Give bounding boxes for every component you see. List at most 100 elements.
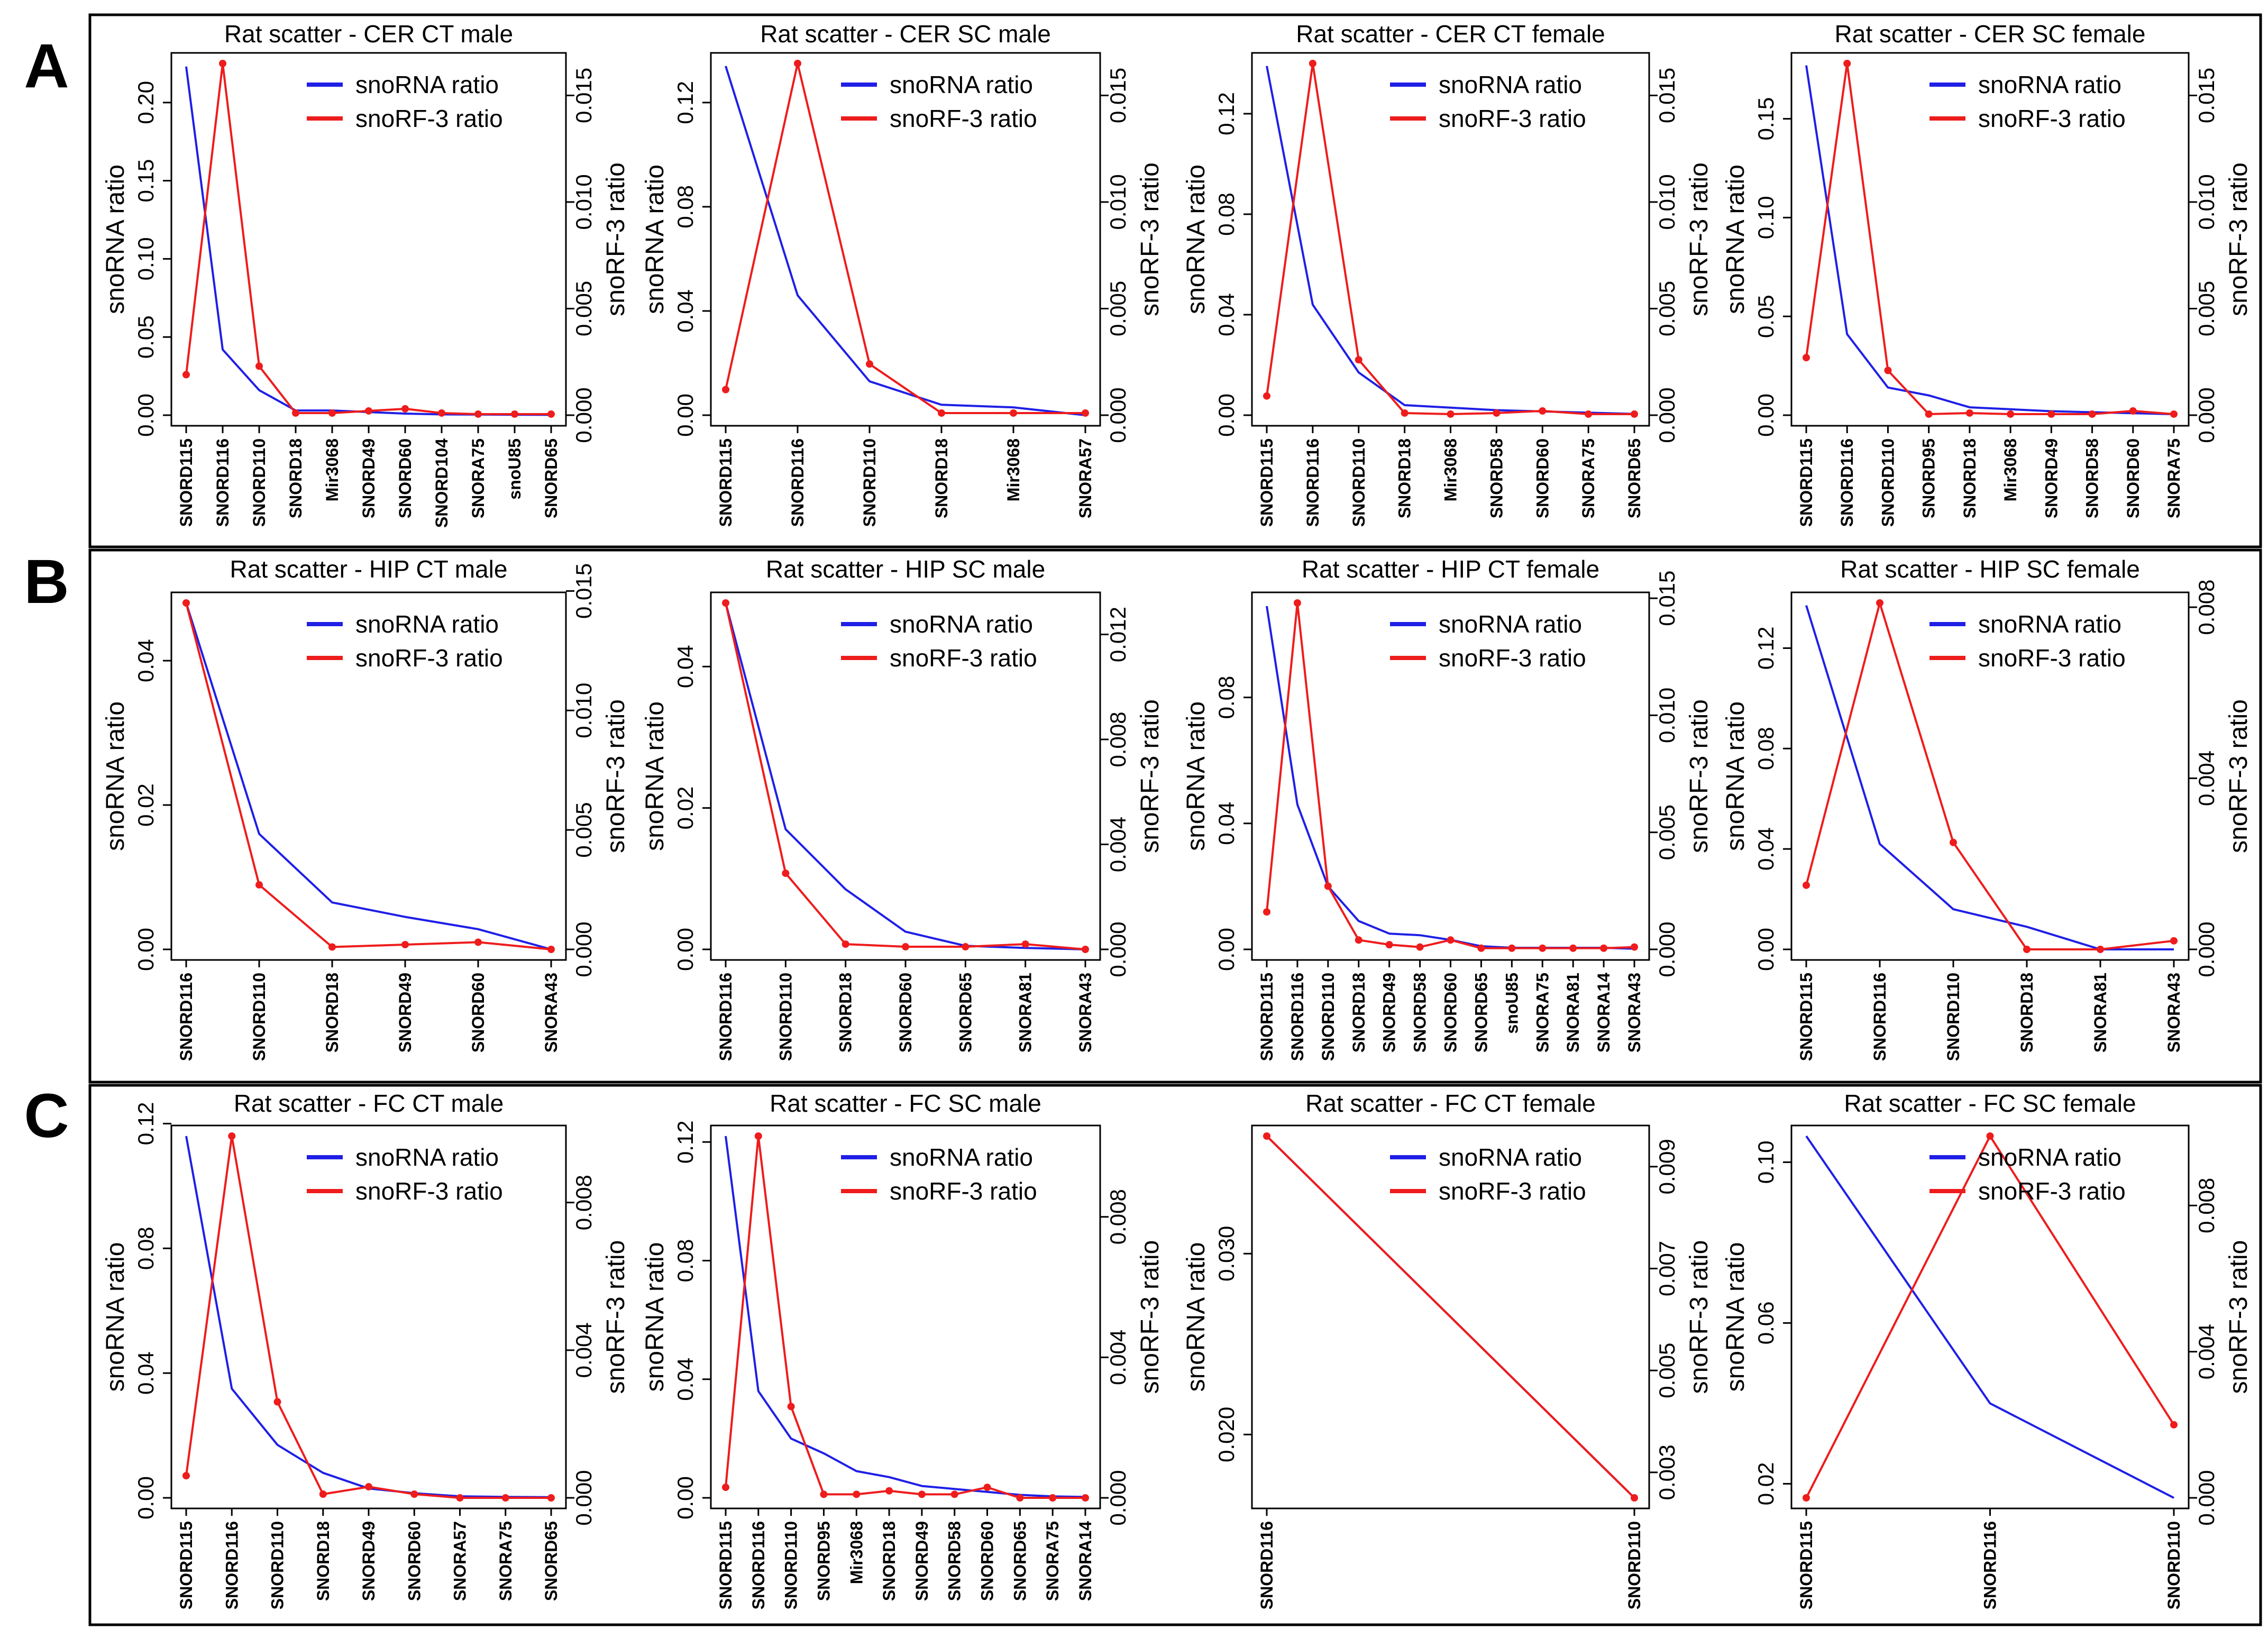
- chart-title: Rat scatter - FC CT female: [1305, 1090, 1596, 1117]
- snorf3-data-point: [1600, 944, 1608, 952]
- left-axis-label: snoRNA ratio: [1722, 701, 1750, 851]
- left-tick-label: 0.04: [673, 645, 698, 688]
- legend-snorf3-label: snoRF-3 ratio: [1978, 644, 2126, 672]
- snorf3-data-point: [1950, 838, 1957, 846]
- snorf3-data-point: [885, 1487, 893, 1495]
- right-tick-label: 0.004: [2194, 1324, 2219, 1379]
- snorf3-data-point: [255, 881, 263, 889]
- legend-snorna-label: snoRNA ratio: [890, 1143, 1033, 1171]
- category-label: Mir3068: [1004, 438, 1023, 501]
- right-tick-label: 0.000: [2194, 387, 2219, 443]
- snorf3-data-point: [722, 1484, 729, 1491]
- left-tick-label: 0.20: [133, 81, 158, 124]
- right-axis-label: snoRF-3 ratio: [1136, 1240, 1164, 1394]
- snorf3-data-point: [474, 410, 482, 418]
- snorf3-data-point: [1016, 1494, 1024, 1502]
- legend-snorf3-label: snoRF-3 ratio: [890, 105, 1037, 132]
- category-label: SNORA75: [1043, 1521, 1062, 1601]
- category-label: SNORD116: [213, 438, 232, 527]
- snorf3-data-point: [787, 1403, 795, 1411]
- snorf3-data-point: [401, 940, 409, 948]
- legend-snorna-label: snoRNA ratio: [355, 610, 499, 638]
- category-label: SNORD18: [1349, 973, 1368, 1053]
- category-label: SNORD65: [1625, 438, 1644, 518]
- left-axis-label: snoRNA ratio: [1722, 164, 1750, 314]
- right-tick-label: 0.009: [1654, 1139, 1679, 1194]
- category-label: SNORD115: [716, 1521, 735, 1609]
- right-tick-label: 0.000: [1105, 1470, 1130, 1525]
- snorf3-data-point: [1082, 409, 1089, 417]
- left-tick-label: 0.00: [1214, 394, 1239, 437]
- panel-frame-a: [88, 13, 2262, 548]
- category-label: SNORD49: [1380, 973, 1399, 1053]
- chart-8: Rat scatter - HIP SC female 0.00 0.04 0.08 0…: [1722, 555, 2253, 1061]
- legend-snorf3-label: snoRF-3 ratio: [355, 105, 503, 132]
- category-label: Mir3068: [2001, 438, 2020, 501]
- category-label: SNORD60: [978, 1521, 997, 1601]
- legend-snorna-label: snoRNA ratio: [1978, 1143, 2121, 1171]
- snorf3-data-point: [410, 1490, 418, 1498]
- category-label: SNORD116: [1288, 973, 1307, 1061]
- snorf3-series-line: [1266, 1135, 1635, 1499]
- category-label: SNORA75: [2164, 438, 2183, 518]
- category-label: SNORA81: [1016, 973, 1035, 1053]
- legend-snorna-label: snoRNA ratio: [1978, 71, 2121, 98]
- right-axis-label: snoRF-3 ratio: [2225, 1240, 2253, 1394]
- right-tick-label: 0.000: [2194, 1470, 2219, 1525]
- category-label: SNORD110: [1878, 438, 1897, 527]
- left-axis-label: snoRNA ratio: [641, 1242, 669, 1392]
- snorf3-data-point: [1355, 936, 1362, 944]
- right-tick-label: 0.005: [571, 802, 596, 858]
- legend-snorna-label: snoRNA ratio: [890, 71, 1033, 98]
- snorf3-data-point: [365, 1483, 372, 1491]
- left-tick-label: 0.00: [133, 1476, 158, 1520]
- legend-snorna-label: snoRNA ratio: [1978, 610, 2121, 638]
- snorf3-data-point: [255, 362, 263, 370]
- left-tick-label: 0.08: [1214, 193, 1239, 236]
- left-tick-label: 0.12: [1214, 92, 1239, 135]
- left-axis-label: snoRNA ratio: [1182, 1242, 1210, 1392]
- chart-5: Rat scatter - HIP CT male 0.00 0.02 0.04 0.0…: [102, 555, 630, 1061]
- category-label: SNORD60: [469, 973, 488, 1053]
- snorf3-data-point: [328, 409, 336, 417]
- category-label: SNORD110: [250, 973, 269, 1061]
- category-label: SNORD116: [716, 973, 735, 1061]
- right-tick-label: 0.000: [1654, 921, 1679, 977]
- legend-snorna-label: snoRNA ratio: [355, 1143, 499, 1171]
- category-label: SNORD49: [2042, 438, 2061, 518]
- chart-title: Rat scatter - HIP CT female: [1302, 555, 1599, 583]
- snorf3-data-point: [501, 1494, 509, 1502]
- left-tick-label: 0.12: [133, 1102, 158, 1146]
- left-axis-label: snoRNA ratio: [102, 164, 130, 314]
- category-label: SNORD110: [2164, 1521, 2183, 1609]
- snorf3-data-point: [918, 1490, 926, 1498]
- snorf3-data-point: [938, 409, 945, 417]
- left-tick-label: 0.00: [1214, 928, 1239, 971]
- plot-frame: [710, 52, 1101, 427]
- right-tick-label: 0.004: [1105, 1330, 1130, 1385]
- snorna-series-line: [1805, 605, 2174, 950]
- snorf3-data-point: [547, 1494, 555, 1502]
- category-label: SNORD58: [1411, 973, 1430, 1053]
- snorf3-data-point: [1569, 944, 1577, 952]
- right-axis-label: snoRF-3 ratio: [602, 162, 630, 316]
- category-label: SNORD49: [359, 438, 378, 518]
- category-label: SNORD95: [1919, 438, 1938, 518]
- snorf3-data-point: [547, 946, 555, 953]
- right-tick-label: 0.012: [1105, 607, 1130, 662]
- snorf3-series-line: [1805, 602, 2174, 950]
- snorf3-data-point: [962, 943, 970, 951]
- left-tick-label: 0.15: [133, 159, 158, 203]
- category-label: SNORD116: [177, 973, 196, 1061]
- category-label: SNORD65: [542, 1521, 561, 1601]
- right-tick-label: 0.000: [1105, 387, 1130, 443]
- category-label: SNORA81: [1563, 973, 1583, 1053]
- legend-snorf3-label: snoRF-3 ratio: [890, 1177, 1037, 1205]
- panel-letters: A B C: [24, 31, 69, 1151]
- right-tick-label: 0.000: [1654, 387, 1679, 443]
- category-label: SNORA81: [2091, 973, 2110, 1053]
- category-label: SNORD18: [1960, 438, 1979, 518]
- right-tick-label: 0.008: [2194, 1178, 2219, 1233]
- right-tick-label: 0.004: [1105, 817, 1130, 872]
- category-label: SNORD58: [1487, 438, 1506, 518]
